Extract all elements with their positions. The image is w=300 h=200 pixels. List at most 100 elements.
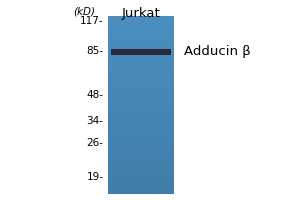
Bar <box>108 118 174 120</box>
Bar <box>108 133 174 135</box>
Bar <box>108 136 174 138</box>
Bar <box>108 105 174 106</box>
Bar <box>108 23 174 25</box>
Bar <box>108 38 174 40</box>
Bar <box>108 144 174 145</box>
Bar <box>108 191 174 193</box>
Bar <box>108 172 174 173</box>
Bar <box>108 179 174 181</box>
Bar <box>108 124 174 126</box>
Bar <box>108 41 174 43</box>
Bar <box>108 106 174 108</box>
Bar <box>108 176 174 178</box>
Bar <box>108 72 174 74</box>
Bar <box>108 188 174 190</box>
Bar <box>108 181 174 182</box>
Bar <box>108 95 174 96</box>
Bar <box>108 29 174 31</box>
Bar <box>108 66 174 68</box>
Bar <box>108 193 174 194</box>
Bar <box>108 31 174 32</box>
Bar <box>108 126 174 127</box>
Bar <box>108 65 174 66</box>
Bar <box>108 58 174 59</box>
Text: Jurkat: Jurkat <box>122 7 160 20</box>
Bar <box>108 83 174 84</box>
Bar <box>108 56 174 58</box>
Bar <box>108 154 174 155</box>
Text: 48-: 48- <box>86 90 103 100</box>
Bar <box>108 89 174 90</box>
Bar <box>108 17 174 19</box>
Bar <box>108 75 174 77</box>
Bar <box>108 187 174 188</box>
Bar <box>108 16 174 17</box>
Bar <box>108 170 174 172</box>
Bar <box>108 142 174 144</box>
Bar <box>111 49 171 55</box>
Text: (kD): (kD) <box>73 6 95 16</box>
Bar <box>108 152 174 154</box>
Bar <box>108 148 174 150</box>
Bar <box>108 132 174 133</box>
Bar <box>108 169 174 170</box>
Text: 85-: 85- <box>86 46 103 56</box>
Bar <box>108 26 174 28</box>
Bar <box>108 135 174 136</box>
Bar <box>108 138 174 139</box>
Bar <box>108 90 174 92</box>
Bar <box>108 173 174 175</box>
Bar <box>108 99 174 101</box>
Bar <box>108 108 174 109</box>
Bar <box>108 120 174 121</box>
Bar <box>108 185 174 187</box>
Bar <box>108 77 174 78</box>
Bar <box>108 160 174 161</box>
Bar <box>108 46 174 47</box>
Text: Adducin β: Adducin β <box>184 45 251 58</box>
Text: 26-: 26- <box>86 138 103 148</box>
Bar <box>108 158 174 160</box>
Bar <box>108 53 174 55</box>
Bar <box>108 139 174 141</box>
Bar <box>108 117 174 118</box>
Bar <box>108 147 174 148</box>
Bar <box>108 49 174 50</box>
Text: 19-: 19- <box>86 172 103 182</box>
Bar <box>108 55 174 56</box>
Bar <box>108 98 174 99</box>
Bar <box>108 47 174 49</box>
Bar <box>108 96 174 98</box>
Bar <box>108 40 174 41</box>
Bar <box>108 178 174 179</box>
Bar <box>108 130 174 132</box>
Bar <box>108 78 174 80</box>
Bar <box>108 175 174 176</box>
Bar <box>108 28 174 29</box>
Bar <box>108 62 174 63</box>
Text: 117-: 117- <box>80 16 104 26</box>
Bar <box>108 34 174 35</box>
Bar <box>108 32 174 34</box>
Bar <box>108 60 174 62</box>
Bar <box>108 101 174 102</box>
Bar <box>108 93 174 95</box>
Bar <box>108 190 174 191</box>
Bar <box>108 164 174 166</box>
Bar <box>108 121 174 123</box>
Bar <box>108 44 174 46</box>
Bar <box>108 68 174 69</box>
Bar <box>108 19 174 20</box>
Bar <box>108 111 174 112</box>
Bar <box>108 127 174 129</box>
Bar <box>108 25 174 26</box>
Bar <box>108 112 174 114</box>
Bar <box>108 71 174 72</box>
Bar <box>108 63 174 65</box>
Bar <box>108 81 174 83</box>
Bar <box>108 129 174 130</box>
Bar <box>108 84 174 86</box>
Bar <box>108 182 174 184</box>
Bar <box>108 123 174 124</box>
Bar <box>108 69 174 71</box>
